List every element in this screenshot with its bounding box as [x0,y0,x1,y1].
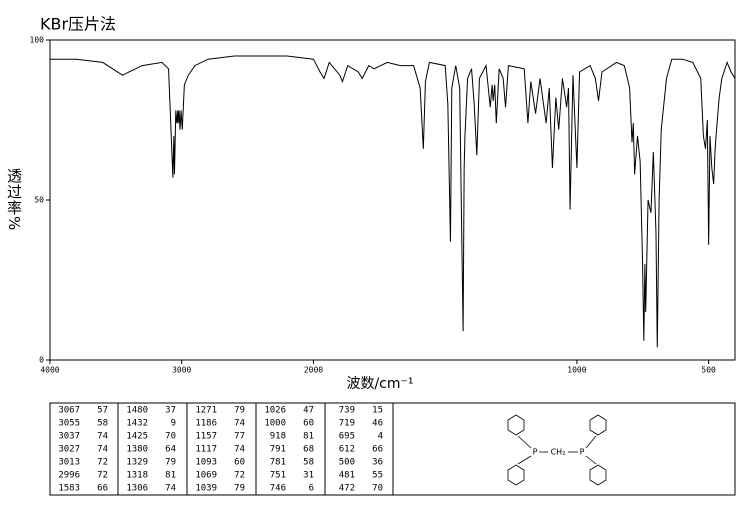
table-cell: 74 [234,445,245,455]
atom-label: CH₂ [551,448,566,457]
table-cell: 1271 [195,406,217,416]
table-cell: 472 [339,484,355,494]
table-cell: 1117 [195,445,217,455]
table-cell: 739 [339,406,355,416]
table-cell: 746 [270,484,286,494]
table-cell: 66 [372,445,383,455]
table-cell: 3067 [58,406,80,416]
table-cell: 1306 [126,484,148,494]
table-cell: 1186 [195,419,217,429]
table-cell: 37 [165,406,176,416]
table-cell: 751 [270,471,286,481]
x-tick-label: 2000 [304,366,323,375]
table-cell: 79 [234,484,245,494]
spectrum-line [50,55,736,348]
x-tick-label: 1000 [567,366,586,375]
table-cell: 1480 [126,406,148,416]
table-cell: 4 [378,432,383,442]
table-cell: 1583 [58,484,80,494]
table-cell: 58 [97,419,108,429]
table-cell: 612 [339,445,355,455]
table-cell: 1039 [195,484,217,494]
table-cell: 36 [372,458,383,468]
x-tick-label: 4000 [40,366,59,375]
table-cell: 1425 [126,432,148,442]
table-cell: 791 [270,445,286,455]
table-cell: 1329 [126,458,148,468]
table-cell: 74 [234,419,245,429]
table-cell: 6 [309,484,314,494]
plot-frame [49,39,736,361]
y-tick-label: 100 [30,36,45,45]
table-cell: 1000 [264,419,286,429]
table-cell: 72 [234,471,245,481]
table-cell: 46 [372,419,383,429]
chart-title: KBr压片法 [40,15,116,34]
table-cell: 1432 [126,419,148,429]
table-cell: 58 [303,458,314,468]
table-cell: 3027 [58,445,80,455]
atom-label: P [580,448,585,457]
table-cell: 9 [171,419,176,429]
table-cell: 47 [303,406,314,416]
table-cell: 31 [303,471,314,481]
table-cell: 79 [165,458,176,468]
table-cell: 3055 [58,419,80,429]
table-cell: 81 [165,471,176,481]
table-cell: 3013 [58,458,80,468]
table-cell: 77 [234,432,245,442]
table-cell: 1157 [195,432,217,442]
table-cell: 55 [372,471,383,481]
table-dividers [117,403,394,495]
table-cell: 781 [270,458,286,468]
table-cell: 60 [303,419,314,429]
x-axis-label: 波数/cm⁻¹ [346,376,413,392]
table-cell: 695 [339,432,355,442]
table-cell: 81 [303,432,314,442]
table-cell: 72 [97,471,108,481]
table-cell: 1026 [264,406,286,416]
x-tick-label: 3000 [172,366,191,375]
y-tick-label: 0 [39,356,44,365]
table-cell: 1380 [126,445,148,455]
table-cell: 57 [97,406,108,416]
table-cell: 2996 [58,471,80,481]
table-cell: 74 [165,484,176,494]
x-tick-label: 500 [701,366,716,375]
table-cell: 500 [339,458,355,468]
table-cell: 481 [339,471,355,481]
y-axis-label: 透过率% [5,168,23,232]
structure-drawing [507,414,607,486]
table-cell: 1093 [195,458,217,468]
table-cell: 70 [165,432,176,442]
table-cell: 1318 [126,471,148,481]
table-cell: 72 [97,458,108,468]
table-cell: 68 [303,445,314,455]
table-cell: 3037 [58,432,80,442]
table-cell: 60 [234,458,245,468]
table-cell: 15 [372,406,383,416]
table-cell: 66 [97,484,108,494]
table-cell: 719 [339,419,355,429]
table-cell: 64 [165,445,176,455]
table-cell: 79 [234,406,245,416]
table-cell: 918 [270,432,286,442]
table-cell: 1069 [195,471,217,481]
table-cell: 74 [97,432,108,442]
y-tick-label: 50 [34,196,44,205]
table-cell: 74 [97,445,108,455]
table-cell: 70 [372,484,383,494]
atom-label: P [533,448,538,457]
